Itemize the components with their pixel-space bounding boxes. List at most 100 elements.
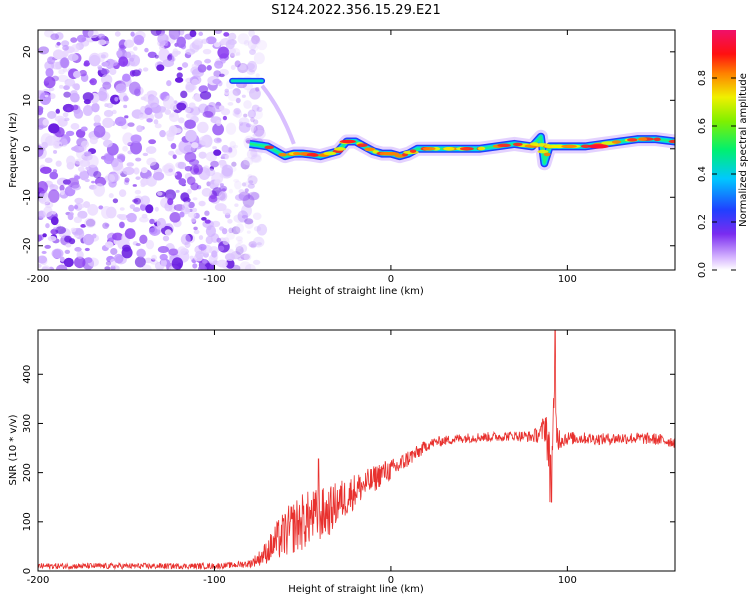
spectrogram-noise-blob: [239, 261, 252, 270]
spectrogram-noise-blob: [58, 69, 65, 75]
spectrogram-noise-blob: [238, 64, 247, 71]
colorbar-tick-label: 0.6: [697, 118, 708, 134]
spectrogram-noise-blob: [256, 106, 263, 112]
spectrogram-noise-blob: [146, 118, 153, 123]
spectrogram-noise-blob: [158, 48, 170, 62]
spectrogram-noise-blob: [122, 244, 131, 252]
spectrogram-noise-blob: [53, 149, 58, 154]
spectrogram-noise-blob: [174, 42, 179, 47]
spectrogram-noise-blob: [231, 226, 241, 235]
spectrogram-noise-blob: [255, 73, 260, 78]
spectrogram-noise-blob: [156, 64, 165, 72]
spectrogram-noise-blob: [145, 239, 155, 250]
spectrogram-noise-blob: [230, 64, 236, 70]
spectrogram-noise-blob: [145, 204, 154, 214]
spectrogram-noise-blob: [79, 69, 87, 77]
spectrogram-noise-blob: [140, 195, 150, 206]
spectrogram-noise-blob: [250, 192, 260, 201]
frequency-track-hotspot: [356, 143, 368, 148]
spectrogram-noise-blob: [247, 39, 258, 50]
spectrogram-noise-blob: [52, 49, 65, 60]
spectrogram-noise-blob: [256, 39, 268, 51]
spectrogram-y-ticks: 20 10 0 -10 -20: [22, 45, 675, 254]
spectrogram-noise-blob: [191, 142, 199, 149]
frequency-track-hotspot: [443, 146, 455, 151]
spectrogram-noise-blob: [42, 118, 50, 126]
spectrogram-noise-blob: [248, 30, 255, 38]
spectrogram-noise-blob: [224, 253, 236, 262]
spectrogram-noise-blob: [84, 217, 96, 228]
spectrogram-noise-blob: [243, 253, 252, 261]
frequency-track-hotspot: [459, 146, 474, 151]
spectrogram-noise-blob: [201, 38, 209, 44]
spectrogram-noise-blob: [157, 33, 169, 45]
spectrogram-noise-blob: [219, 183, 224, 187]
spectrogram-noise-blob: [226, 232, 235, 240]
spectrogram-noise-blob: [41, 265, 51, 270]
spectrogram-noise-blob: [170, 142, 177, 150]
spectrogram-noise-blob: [74, 256, 86, 269]
spectrogram-noise-blob: [70, 44, 80, 53]
spectrogram-noise-blob: [202, 48, 212, 55]
spectrogram-noise-blob: [249, 124, 257, 132]
snr-y-tick-label: 300: [22, 414, 33, 433]
spectrogram-noise-blob: [38, 234, 43, 242]
spectrogram-noise-blob: [253, 109, 263, 120]
spectrogram-noise-blob: [223, 32, 230, 37]
spectrogram-noise-blob: [80, 224, 87, 228]
spectrogram-noise-blob: [253, 124, 265, 137]
spectrogram-noise-blob: [204, 58, 212, 64]
spectrogram-noise-blob: [62, 44, 69, 51]
spectrogram-noise-blob: [205, 36, 217, 45]
spectrogram-noise-blob: [38, 255, 48, 264]
spectrogram-noise-blob: [136, 248, 146, 258]
spectrogram-noise-blob: [256, 223, 268, 236]
spectrogram-noise-blob: [146, 157, 157, 166]
spectrogram-noise-blob: [76, 34, 87, 43]
spectrogram-noise-blob: [190, 182, 199, 191]
spectrogram-noise-blob: [246, 88, 256, 94]
spectrogram-noise-blob: [189, 255, 194, 260]
spectrogram-noise-blob: [229, 48, 237, 55]
spectrogram-noise-blob: [98, 205, 104, 210]
spectrogram-noise-blob: [153, 119, 159, 125]
spectrogram-noise-blob: [87, 204, 99, 216]
spectrogram-frequency-track: [229, 77, 675, 171]
spectrogram-noise-blob: [119, 207, 125, 211]
spectrogram-noise-blob: [82, 92, 94, 102]
spectrogram-noise-blob: [144, 47, 149, 53]
spectrogram-noise-blob: [178, 178, 187, 186]
spectrogram-noise-blob: [242, 194, 255, 208]
spectrogram-noise-blob: [252, 133, 258, 137]
spectrogram-noise-blob: [173, 172, 178, 176]
spectrogram-noise-blob: [72, 104, 79, 111]
spectrogram-noise-blob: [44, 94, 49, 98]
spectrogram-noise-blob: [142, 152, 149, 157]
spectrogram-noise-blob: [168, 112, 180, 123]
spectrogram-noise-blob: [142, 67, 149, 72]
spectrogram-noise-blob: [168, 125, 178, 136]
spectrogram-noise-blob: [108, 193, 114, 199]
spectrogram-noise-blob: [43, 206, 53, 218]
snr-background: [38, 330, 675, 571]
spectrogram-noise-blob: [241, 204, 252, 218]
spectrogram-noise-blob: [50, 216, 59, 226]
spectrogram-noise-blob: [79, 170, 90, 181]
frequency-track-hotspot: [537, 149, 549, 154]
spectrogram-noise-blob: [66, 107, 72, 112]
spectrogram-noise-blob: [212, 146, 217, 150]
spectrogram-noise-blob: [104, 173, 116, 183]
spectrogram-noise-blob: [243, 39, 250, 46]
spectrogram-noise-blob: [83, 151, 92, 157]
spectrogram-noise-blob: [102, 139, 113, 148]
spectrogram-noise-blob: [74, 158, 84, 165]
spectrogram-noise-blob: [63, 91, 71, 98]
frequency-track-hotspot: [637, 137, 648, 141]
spectrogram-noise-blob: [101, 61, 109, 67]
spectrogram-noise-blob: [224, 88, 230, 93]
spectrogram-noise-blob: [249, 48, 256, 55]
spectrogram-noise-blob: [38, 107, 44, 116]
spectrogram-noise-blob: [232, 108, 240, 117]
spectrogram-noise-blob: [130, 140, 142, 155]
spectrogram-noise-blob: [78, 203, 85, 209]
